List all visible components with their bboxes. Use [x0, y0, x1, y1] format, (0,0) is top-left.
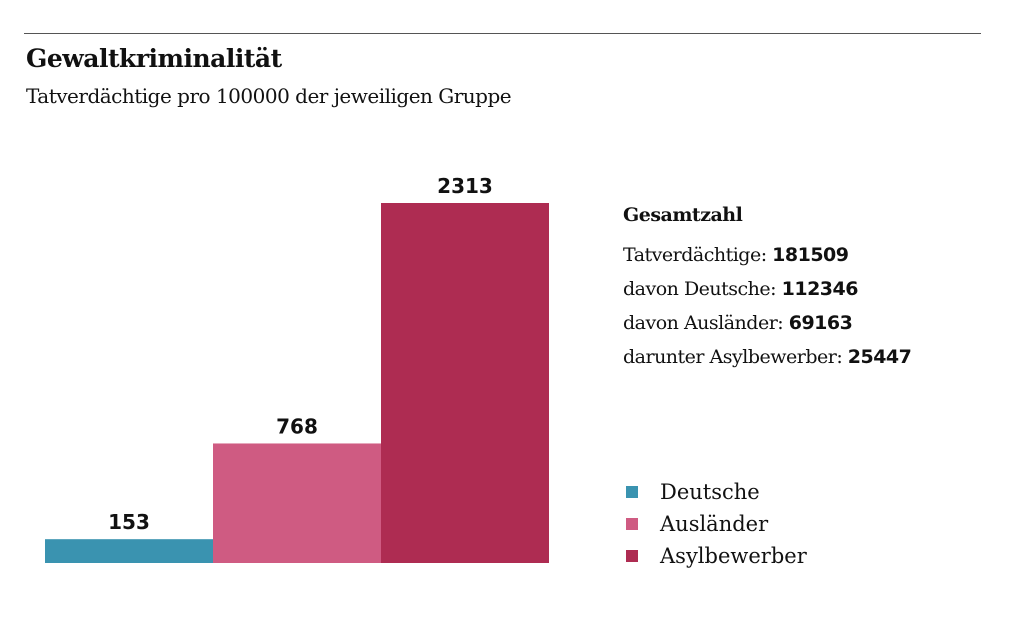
- top-rule: [24, 33, 981, 34]
- bar-1: [213, 443, 381, 563]
- legend-swatch: [626, 550, 638, 562]
- totals-row: darunter Asylbewerber: 25447: [623, 346, 912, 368]
- totals-row: davon Ausländer: 69163: [623, 312, 853, 334]
- chart-subtitle: Tatverdächtige pro 100000 der jeweiligen…: [26, 84, 512, 108]
- legend-swatch: [626, 518, 638, 530]
- bar-value-label: 153: [108, 510, 150, 534]
- bar-0: [45, 539, 213, 563]
- totals-row: davon Deutsche: 112346: [623, 278, 858, 300]
- bar-value-label: 2313: [437, 174, 493, 198]
- legend-item-deutsche: Deutsche: [626, 476, 807, 508]
- legend: Deutsche Ausländer Asylbewerber: [626, 476, 807, 572]
- totals-box: Gesamtzahl Tatverdächtige: 181509 davon …: [623, 198, 912, 374]
- bar-2: [381, 203, 549, 563]
- totals-heading: Gesamtzahl: [623, 204, 743, 226]
- legend-item-asylbewerber: Asylbewerber: [626, 540, 807, 572]
- legend-swatch: [626, 486, 638, 498]
- legend-item-auslaender: Ausländer: [626, 508, 807, 540]
- chart-title: Gewaltkriminalität: [26, 44, 282, 73]
- bar-value-label: 768: [276, 414, 318, 438]
- totals-row: Tatverdächtige: 181509: [623, 244, 849, 266]
